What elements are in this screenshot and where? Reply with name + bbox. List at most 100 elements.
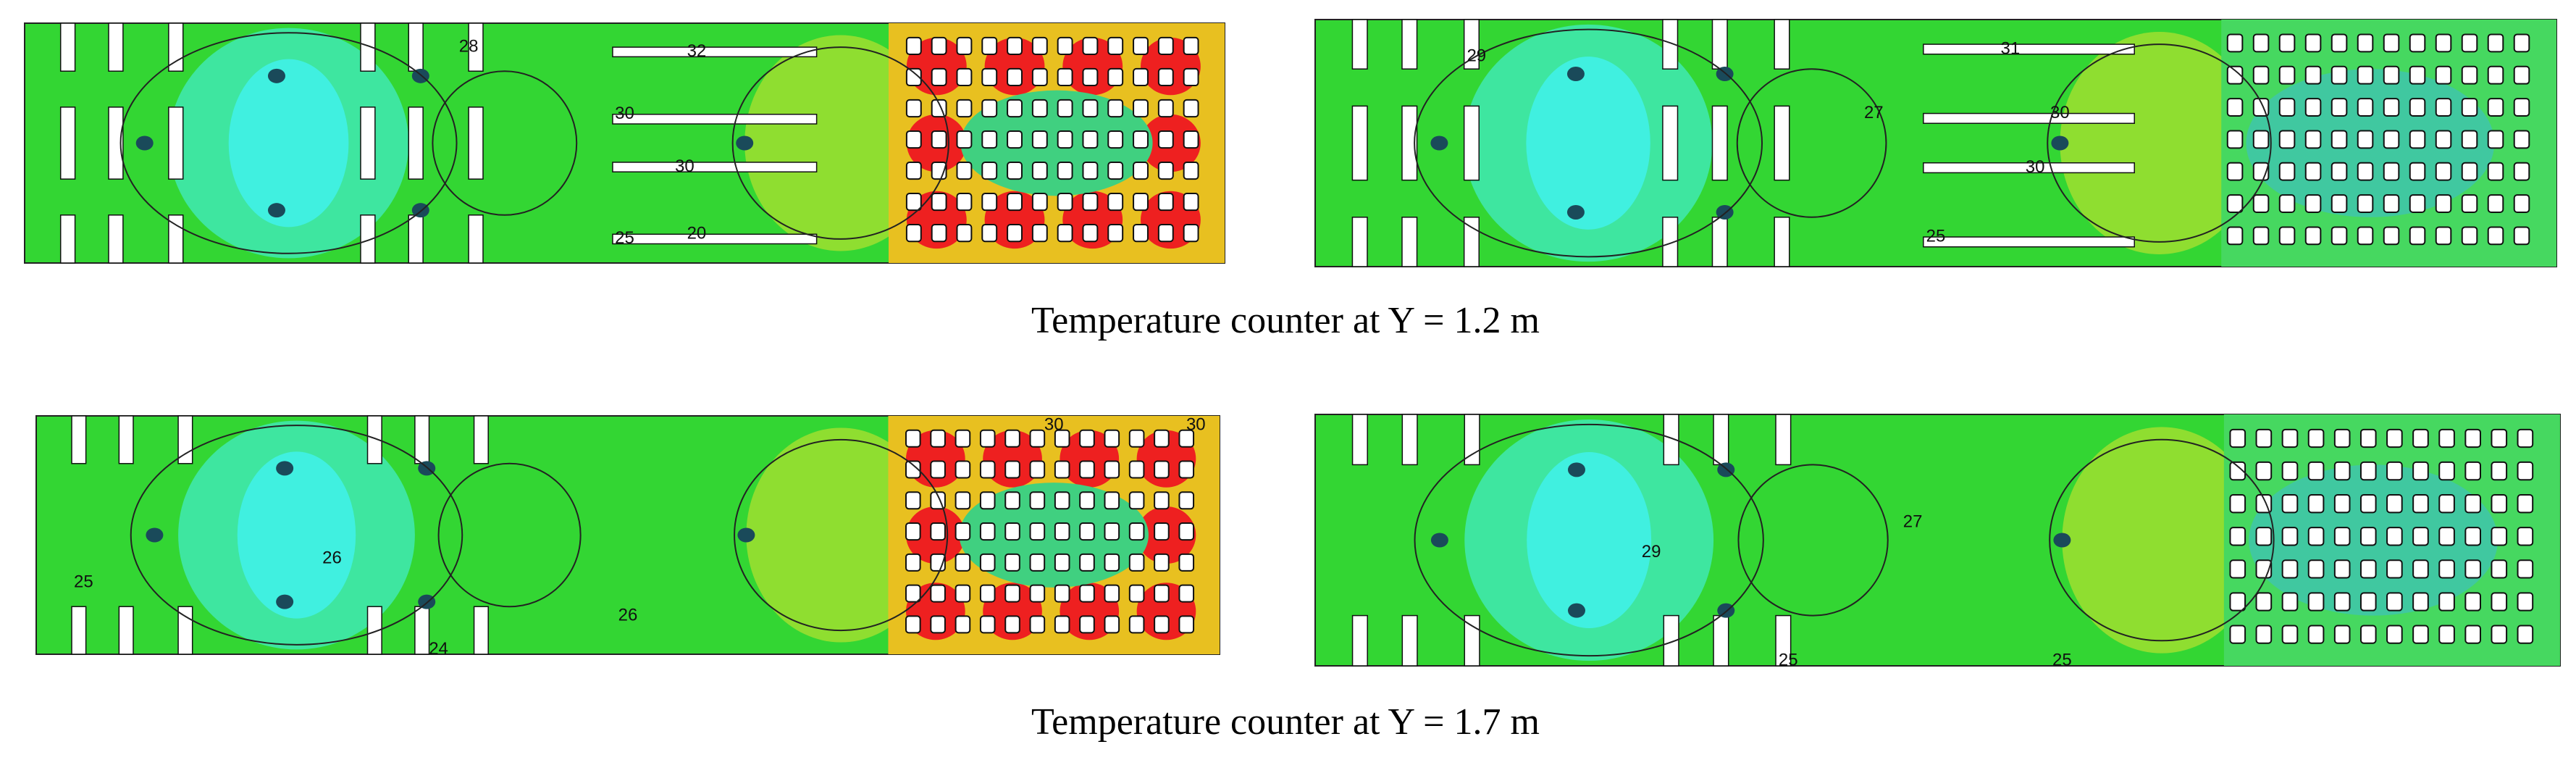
contour-line (119, 32, 458, 254)
obstacle (955, 491, 971, 510)
obstacle (1154, 553, 1170, 572)
caption: Temperature counter at Y = 1.7 m (1031, 701, 1540, 743)
obstacle (930, 460, 946, 479)
obstacle (2229, 592, 2246, 612)
obstacle (1178, 429, 1195, 448)
obstacle (2229, 461, 2246, 481)
contour-line (437, 462, 582, 608)
obstacle (955, 584, 971, 603)
obstacle (2359, 625, 2377, 644)
obstacle (1029, 429, 1046, 448)
partition (1923, 236, 2135, 248)
obstacle (956, 99, 973, 118)
obstacle (1157, 67, 1174, 87)
obstacle (2409, 65, 2426, 85)
contour-line (734, 438, 949, 632)
obstacle (2357, 194, 2374, 213)
contour-line (1737, 464, 1889, 617)
vortex (135, 135, 154, 151)
obstacle (931, 36, 947, 56)
obstacle (2359, 559, 2377, 579)
obstacle (955, 615, 971, 634)
obstacle (2359, 592, 2377, 612)
vortex (1567, 462, 1585, 477)
obstacle (2330, 162, 2348, 181)
obstacle (2359, 428, 2377, 448)
obstacle (1133, 67, 1149, 87)
obstacle (2357, 162, 2374, 181)
obstacle (2461, 162, 2478, 181)
obstacle (2330, 194, 2348, 213)
obstacle (2383, 98, 2400, 117)
obstacle (2487, 130, 2504, 149)
obstacle (981, 224, 998, 243)
obstacle (956, 130, 973, 149)
obstacle (2491, 559, 2508, 579)
obstacle (2386, 428, 2403, 448)
contour-panel: 32 30 30 25 20 28 (24, 22, 1225, 264)
obstacle (2281, 494, 2299, 514)
vortex (1430, 533, 1448, 548)
obstacle (2517, 592, 2534, 612)
obstacle (2487, 226, 2504, 246)
obstacle (2307, 461, 2325, 481)
obstacle (2304, 98, 2322, 117)
obstacle (2383, 226, 2400, 246)
obstacle (2252, 33, 2270, 53)
obstacle (2491, 494, 2508, 514)
hot-spot (984, 37, 1045, 96)
obstacle (1183, 193, 1199, 212)
cool-region (228, 59, 349, 228)
obstacle (2487, 162, 2504, 181)
obstacle (1154, 491, 1170, 510)
slot (71, 415, 87, 464)
obstacle (1082, 193, 1099, 212)
obstacle (2333, 527, 2351, 546)
obstacle (905, 460, 921, 479)
obstacle (905, 553, 921, 572)
obstacle (1029, 615, 1046, 634)
obstacle (2386, 625, 2403, 644)
slot (108, 214, 124, 264)
slot (1401, 614, 1418, 667)
obstacle (2229, 559, 2246, 579)
contour-label: 30 (2026, 157, 2045, 177)
obstacle (1133, 99, 1149, 118)
slot (366, 415, 382, 464)
obstacle (1107, 99, 1124, 118)
vortex (1716, 204, 1734, 220)
obstacle (2386, 592, 2403, 612)
contour-line (1736, 68, 1887, 218)
obstacle (2412, 494, 2429, 514)
obstacle (981, 36, 998, 56)
obstacle (905, 67, 922, 87)
obstacle (1133, 193, 1149, 212)
obstacle (2333, 592, 2351, 612)
vortex (267, 68, 285, 83)
obstacle (2252, 65, 2270, 85)
obstacle (2487, 98, 2504, 117)
slot (468, 214, 484, 264)
slot (1662, 19, 1679, 70)
partition (612, 114, 818, 125)
obstacle (1157, 36, 1174, 56)
obstacle (905, 36, 922, 56)
obstacle (1029, 460, 1046, 479)
partition (612, 162, 818, 172)
obstacle (1178, 615, 1195, 634)
obstacle (2333, 494, 2351, 514)
obstacle (1178, 491, 1195, 510)
obstacle (1104, 491, 1120, 510)
obstacle (981, 67, 998, 87)
obstacle (905, 491, 921, 510)
obstacle (2464, 428, 2481, 448)
obstacle (981, 161, 998, 180)
obstacle (2359, 461, 2377, 481)
obstacle (2226, 98, 2244, 117)
obstacle (2409, 162, 2426, 181)
obstacle (2304, 162, 2322, 181)
obstacle (2281, 428, 2299, 448)
obstacle (2461, 98, 2478, 117)
obstacle (2513, 98, 2530, 117)
